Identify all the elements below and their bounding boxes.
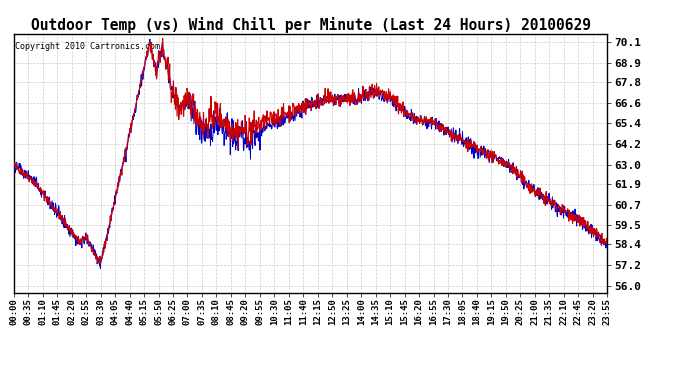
Title: Outdoor Temp (vs) Wind Chill per Minute (Last 24 Hours) 20100629: Outdoor Temp (vs) Wind Chill per Minute … bbox=[30, 16, 591, 33]
Text: Copyright 2010 Cartronics.com: Copyright 2010 Cartronics.com bbox=[15, 42, 160, 51]
